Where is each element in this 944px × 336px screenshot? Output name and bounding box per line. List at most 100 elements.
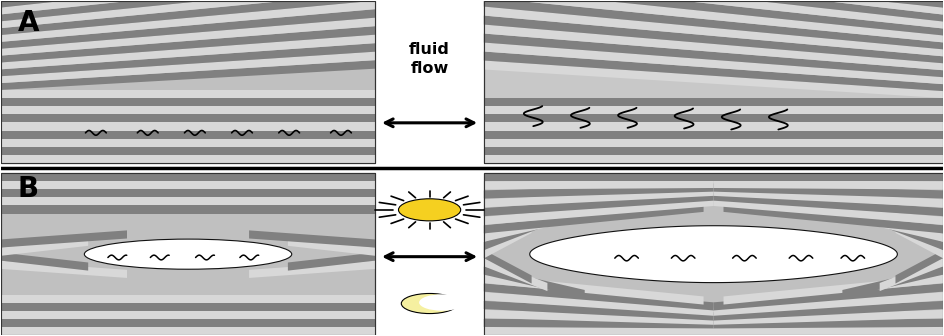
Bar (1, 139, 376, 147)
Polygon shape (483, 15, 943, 63)
Polygon shape (1, 0, 376, 21)
Polygon shape (483, 193, 714, 216)
Polygon shape (483, 319, 714, 329)
Polygon shape (483, 266, 584, 298)
Polygon shape (896, 250, 943, 284)
Polygon shape (1, 43, 376, 76)
Polygon shape (1, 252, 88, 270)
Bar (483, 130, 943, 139)
Polygon shape (1, 52, 376, 83)
Polygon shape (880, 258, 943, 291)
Polygon shape (1, 60, 376, 90)
Bar (483, 327, 943, 335)
Bar (483, 106, 943, 114)
Polygon shape (880, 217, 943, 250)
Circle shape (398, 199, 461, 221)
Ellipse shape (84, 239, 292, 269)
Polygon shape (483, 292, 714, 316)
Bar (1, 155, 376, 163)
Text: A: A (18, 9, 39, 37)
Bar (1, 114, 376, 122)
Polygon shape (483, 25, 943, 70)
Polygon shape (842, 210, 943, 242)
Polygon shape (714, 284, 943, 310)
Bar (483, 173, 943, 335)
Polygon shape (483, 0, 943, 29)
Polygon shape (714, 319, 943, 329)
Polygon shape (1, 26, 376, 62)
Polygon shape (1, 230, 127, 248)
Polygon shape (896, 225, 943, 258)
Polygon shape (842, 266, 943, 298)
Bar (1, 1, 376, 163)
Bar (483, 1, 943, 163)
Polygon shape (483, 34, 943, 77)
Bar (483, 98, 943, 106)
Polygon shape (714, 180, 943, 190)
Bar (483, 1, 943, 163)
Bar (1, 173, 376, 181)
Bar (483, 114, 943, 122)
Polygon shape (483, 250, 531, 284)
Polygon shape (483, 180, 714, 190)
Bar (1, 311, 376, 319)
Polygon shape (1, 0, 376, 28)
Polygon shape (1, 0, 376, 14)
Bar (483, 173, 943, 181)
Polygon shape (1, 0, 376, 8)
Polygon shape (483, 210, 584, 242)
Polygon shape (483, 284, 714, 310)
Polygon shape (483, 225, 531, 258)
Polygon shape (714, 183, 943, 199)
Bar (1, 1, 376, 163)
Polygon shape (483, 198, 714, 225)
Polygon shape (483, 7, 943, 56)
Bar (1, 122, 376, 130)
Polygon shape (483, 0, 943, 36)
Polygon shape (483, 60, 943, 98)
Bar (1, 295, 376, 303)
Polygon shape (1, 9, 376, 49)
Bar (483, 155, 943, 163)
Bar (1, 206, 376, 214)
Bar (1, 189, 376, 197)
Polygon shape (483, 0, 943, 42)
Polygon shape (249, 261, 376, 278)
Bar (1, 130, 376, 139)
Polygon shape (723, 204, 943, 234)
Bar (1, 319, 376, 327)
Bar (1, 181, 376, 189)
Text: fluid
flow: fluid flow (409, 42, 450, 76)
Circle shape (419, 294, 465, 311)
Bar (483, 147, 943, 155)
Bar (1, 303, 376, 311)
Polygon shape (483, 217, 548, 250)
Polygon shape (714, 188, 943, 207)
Bar (1, 197, 376, 206)
Polygon shape (723, 275, 943, 304)
Polygon shape (714, 301, 943, 321)
Polygon shape (483, 0, 943, 14)
Polygon shape (288, 252, 376, 270)
Bar (483, 139, 943, 147)
Polygon shape (1, 261, 127, 278)
Polygon shape (714, 310, 943, 325)
Bar (1, 147, 376, 155)
Bar (1, 173, 376, 335)
Polygon shape (483, 258, 548, 291)
Polygon shape (483, 0, 943, 49)
Polygon shape (483, 275, 703, 304)
Polygon shape (249, 230, 376, 248)
Bar (483, 122, 943, 130)
Polygon shape (1, 0, 376, 35)
Polygon shape (714, 292, 943, 316)
Polygon shape (483, 51, 943, 91)
Polygon shape (483, 183, 714, 199)
Polygon shape (483, 0, 943, 8)
Polygon shape (1, 35, 376, 69)
Polygon shape (483, 0, 943, 22)
Polygon shape (714, 198, 943, 225)
Bar (483, 173, 943, 335)
Polygon shape (1, 238, 88, 256)
Polygon shape (483, 204, 703, 234)
